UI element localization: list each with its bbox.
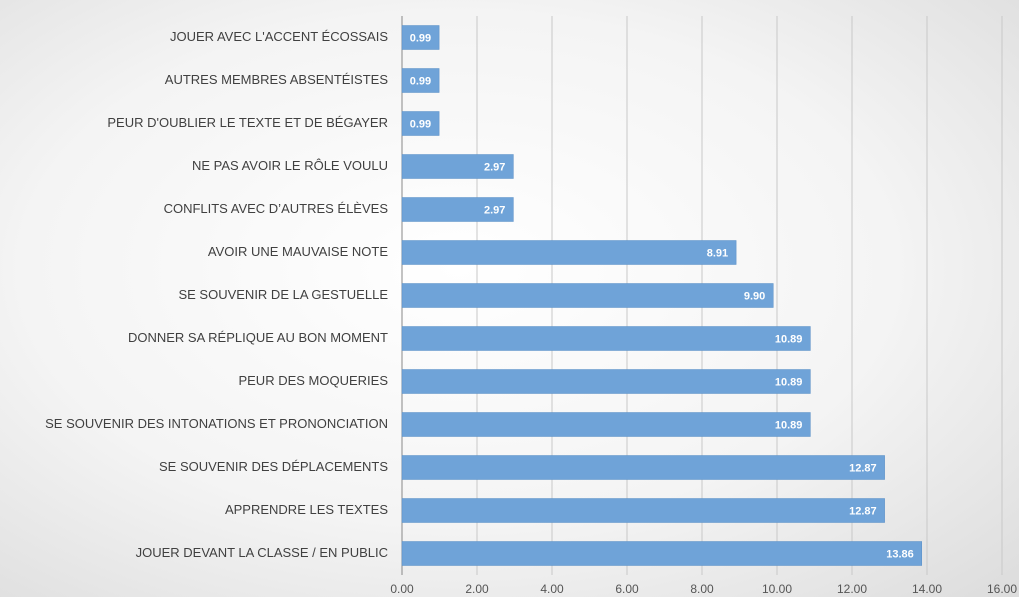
y-tick-label: AUTRES MEMBRES ABSENTÉISTES [165, 72, 389, 87]
x-tick-label: 10.00 [762, 582, 792, 596]
x-tick-label: 8.00 [690, 582, 714, 596]
x-tick-label: 12.00 [837, 582, 867, 596]
data-label: 9.90 [744, 290, 765, 302]
x-tick-label: 6.00 [615, 582, 639, 596]
bar [401, 412, 811, 437]
bar [401, 154, 514, 179]
y-tick-label: JOUER DEVANT LA CLASSE / EN PUBLIC [136, 545, 388, 560]
data-label: 0.99 [410, 118, 431, 130]
data-label: 0.99 [410, 32, 431, 44]
bar [401, 455, 885, 480]
y-tick-label: SE SOUVENIR DES DÉPLACEMENTS [159, 459, 388, 474]
data-label: 8.91 [707, 247, 728, 259]
y-tick-label: CONFLITS AVEC D’AUTRES ÉLÈVES [164, 201, 389, 216]
data-label: 0.99 [410, 75, 431, 87]
y-tick-label: APPRENDRE LES TEXTES [225, 502, 388, 517]
bar [401, 197, 514, 222]
x-tick-label: 0.00 [390, 582, 414, 596]
data-label: 2.97 [484, 204, 505, 216]
x-tick-label: 2.00 [465, 582, 489, 596]
data-label: 10.89 [775, 419, 803, 431]
bar [401, 283, 774, 308]
bar [401, 498, 885, 523]
y-tick-label: DONNER SA RÉPLIQUE AU BON MOMENT [128, 330, 388, 345]
data-label: 10.89 [775, 333, 803, 345]
data-label: 12.87 [849, 462, 877, 474]
x-tick-label: 14.00 [912, 582, 942, 596]
x-tick-label: 4.00 [540, 582, 564, 596]
data-label: 12.87 [849, 505, 877, 517]
y-tick-label: SE SOUVENIR DES INTONATIONS ET PRONONCIA… [45, 416, 388, 431]
bar [401, 326, 811, 351]
y-tick-label: SE SOUVENIR DE LA GESTUELLE [178, 287, 388, 302]
bar [401, 111, 440, 136]
x-tick-label: 16.00 [987, 582, 1017, 596]
data-label: 2.97 [484, 161, 505, 173]
bar [401, 541, 922, 566]
bar [401, 240, 737, 265]
y-tick-label: PEUR DES MOQUERIES [238, 373, 388, 388]
y-tick-label: AVOIR UNE MAUVAISE NOTE [208, 244, 388, 259]
y-tick-label: PEUR D'OUBLIER LE TEXTE ET DE BÉGAYER [107, 115, 388, 130]
bar [401, 68, 440, 93]
y-tick-label: JOUER AVEC L'ACCENT ÉCOSSAIS [170, 29, 388, 44]
bar [401, 25, 440, 50]
data-label: 13.86 [886, 548, 914, 560]
y-tick-label: NE PAS AVOIR LE RÔLE VOULU [192, 158, 388, 173]
bar [401, 369, 811, 394]
data-label: 10.89 [775, 376, 803, 388]
